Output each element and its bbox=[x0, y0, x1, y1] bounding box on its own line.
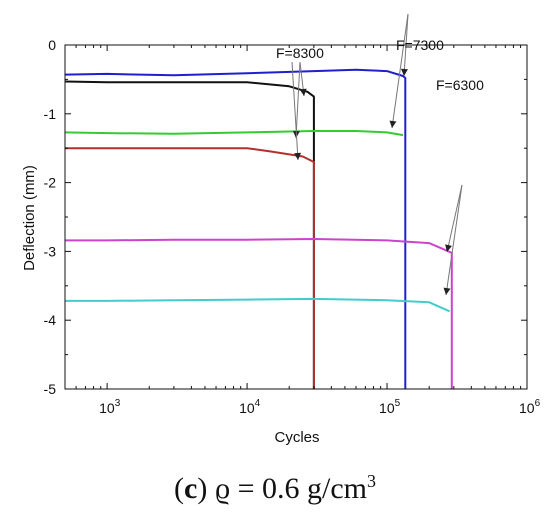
arrow-f7300-blue-head bbox=[400, 68, 408, 76]
y-tick-label-2: -2 bbox=[44, 175, 57, 191]
x-axis-title: Cycles bbox=[274, 429, 319, 446]
x-tick-labels: 103 104 105 106 bbox=[99, 398, 540, 416]
arrow-f6300-magenta bbox=[446, 184, 463, 253]
arrow-f8300-red-head bbox=[294, 152, 302, 160]
arrow-f6300-cyan bbox=[445, 184, 463, 296]
axis-ticks bbox=[64, 44, 528, 390]
x-tick-label-3: 106 bbox=[519, 398, 541, 416]
y-tick-labels: 0 -1 -2 -3 -4 -5 bbox=[44, 37, 57, 397]
arrow-f6300-cyan-head bbox=[443, 287, 451, 295]
series-layer bbox=[64, 68, 453, 389]
series-line-4 bbox=[65, 238, 453, 389]
y-axis-title: Deflection (mm) bbox=[21, 165, 38, 271]
y-tick-label-1: -1 bbox=[44, 106, 57, 122]
series-line-2 bbox=[64, 130, 404, 137]
caption-formula: ϱ = 0.6 g/cm bbox=[214, 472, 367, 505]
y-tick-label-5: -5 bbox=[44, 381, 57, 397]
figure-caption: (c) ϱ = 0.6 g/cm3 bbox=[174, 471, 376, 505]
series-line-3 bbox=[65, 147, 315, 389]
x-tick-label-0: 103 bbox=[99, 398, 121, 416]
x-tick-label-2: 105 bbox=[379, 398, 401, 416]
arrow-f7300-green bbox=[391, 13, 409, 129]
arrow-f8300-red bbox=[291, 61, 299, 161]
annotation-f6300: F=6300 bbox=[436, 77, 484, 93]
series-line-1 bbox=[64, 80, 315, 389]
annotation-f8300: F=8300 bbox=[276, 45, 324, 61]
caption-label: c bbox=[184, 472, 198, 505]
y-tick-label-4: -4 bbox=[44, 312, 57, 328]
series-line-0 bbox=[64, 68, 407, 389]
caption-exponent: 3 bbox=[367, 471, 376, 491]
series-line-5 bbox=[65, 297, 451, 313]
y-tick-label-0: 0 bbox=[48, 37, 56, 53]
y-tick-label-3: -3 bbox=[44, 243, 57, 259]
arrow-f8300-black-head bbox=[299, 88, 307, 96]
x-tick-label-1: 104 bbox=[239, 398, 261, 416]
arrow-f8300-green bbox=[295, 61, 301, 139]
annotation-f7300: F=7300 bbox=[396, 37, 444, 53]
arrow-f6300-magenta-head bbox=[445, 244, 452, 252]
arrow-f7300-green-head bbox=[389, 120, 397, 128]
